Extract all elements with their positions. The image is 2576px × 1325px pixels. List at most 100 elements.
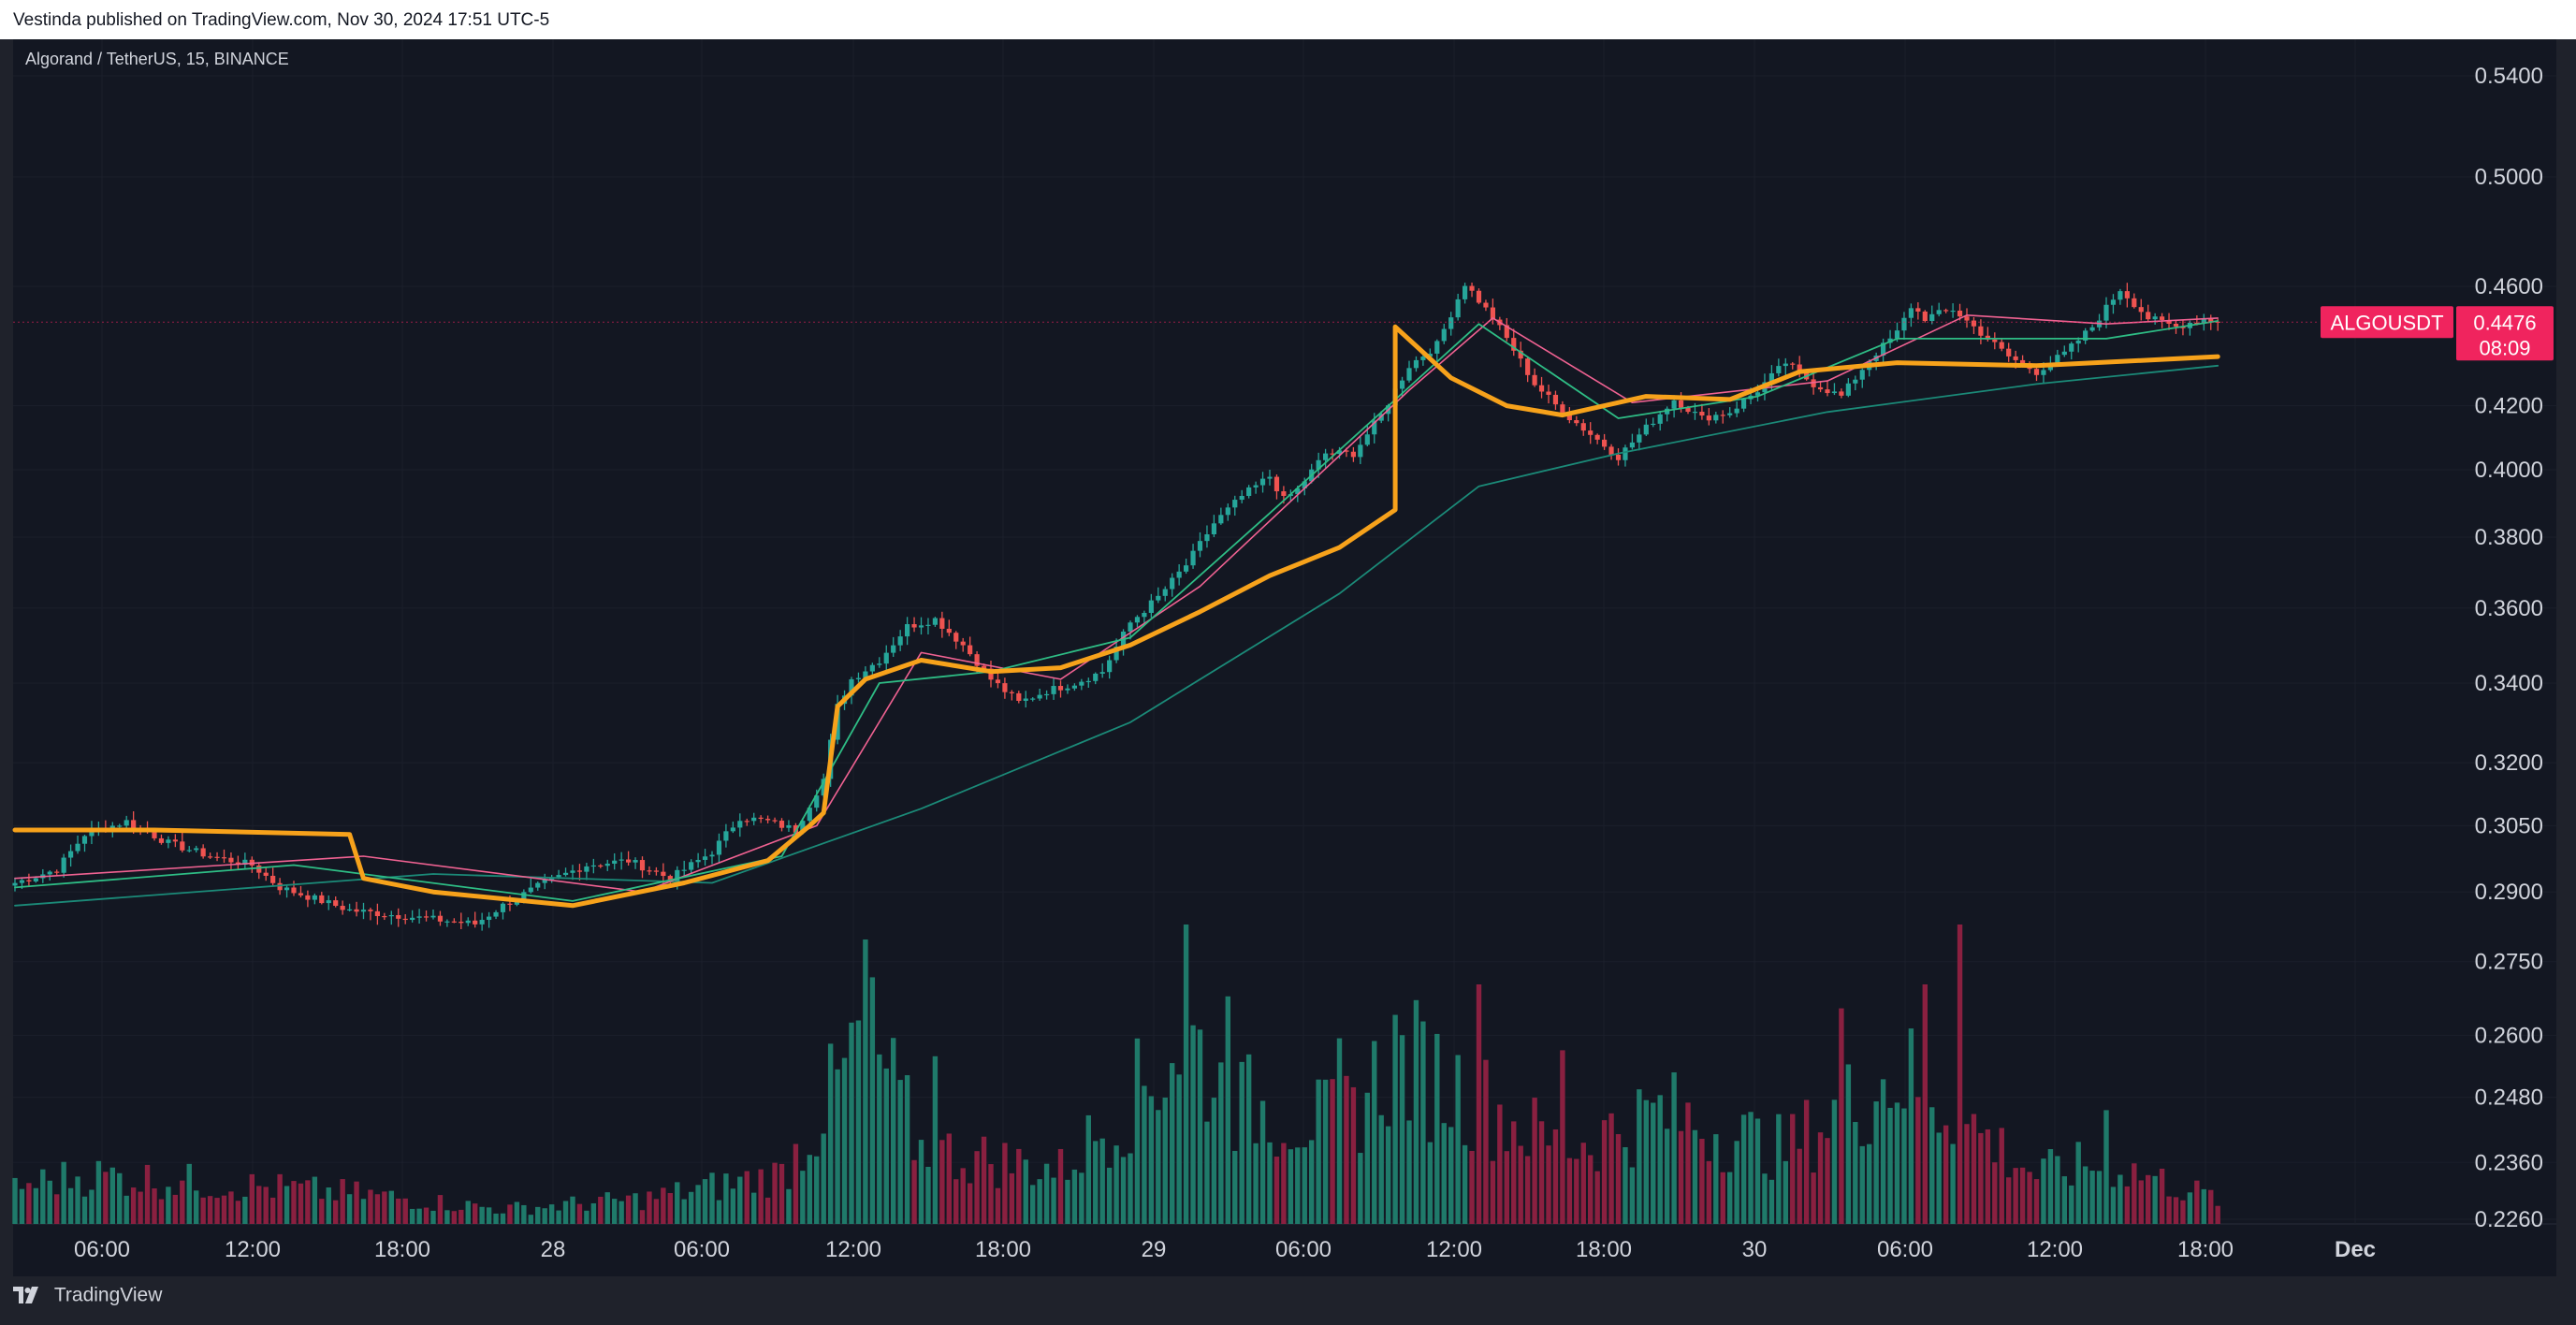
volume-bar: [981, 1136, 987, 1224]
candle-body: [2180, 326, 2186, 328]
volume-bar: [1839, 1008, 1844, 1224]
candle-body: [869, 664, 875, 672]
volume-bar: [1162, 1097, 1168, 1224]
candle-body: [891, 645, 896, 653]
candle-body: [981, 665, 987, 669]
candle-body: [779, 821, 785, 828]
price-axis[interactable]: 0.5400 0.5000 0.4600 0.4200 0.4000 0.3800 0.36…: [2475, 64, 2543, 1232]
volume-bar: [1476, 984, 1482, 1224]
time-axis[interactable]: 06:00 12:00 18:00 28 06:00 12:00 18:00 29 06:00 1…: [74, 1237, 2376, 1262]
volume-bar: [1950, 1143, 1956, 1224]
volume-bar: [869, 977, 876, 1224]
candle-body: [1825, 389, 1830, 394]
candle-body: [158, 837, 165, 843]
candle-body: [1344, 450, 1349, 452]
volume-bar: [1678, 1130, 1684, 1224]
volume-bar: [1120, 1157, 1127, 1224]
candle-body: [1992, 339, 1998, 342]
candle-body: [81, 836, 88, 844]
volume-bar: [590, 1202, 597, 1224]
candle-body: [1915, 308, 1921, 312]
volume-bar: [584, 1210, 589, 1224]
candle-body: [1741, 399, 1747, 409]
volume-bar: [953, 1179, 959, 1224]
volume-bar: [1880, 1079, 1886, 1224]
volume-bar: [1811, 1172, 1816, 1224]
candle-body: [995, 679, 1001, 684]
candle-body: [932, 618, 938, 625]
candle-body: [1518, 350, 1523, 359]
volume-bar: [556, 1210, 561, 1224]
candle-body: [12, 882, 18, 886]
time-tick-label: 06:00: [1275, 1237, 1332, 1262]
volume-bar: [1490, 1160, 1496, 1224]
price-tick-label: 0.2260: [2475, 1207, 2543, 1232]
volume-bar: [1853, 1122, 1858, 1224]
candle-body: [1727, 413, 1733, 415]
candle-body: [117, 825, 123, 827]
candle-body: [1699, 412, 1705, 416]
volume-bar: [1225, 996, 1230, 1224]
volume-bar: [1378, 1114, 1384, 1224]
candle-body: [1134, 617, 1141, 623]
volume-bar: [1532, 1098, 1537, 1224]
volume-bar: [1030, 1185, 1036, 1224]
candle-body: [2138, 307, 2144, 313]
volume-bar: [2096, 1171, 2103, 1224]
volume-bar: [451, 1211, 458, 1224]
tradingview-logo-icon: [13, 1287, 38, 1304]
volume-bar: [2132, 1163, 2137, 1224]
candle-body: [807, 808, 812, 822]
candle-body: [556, 875, 561, 878]
volume-bar: [619, 1201, 624, 1224]
volume-bar: [298, 1183, 304, 1224]
candle-body: [75, 843, 80, 852]
volume-bar: [444, 1210, 450, 1224]
time-tick-label: 30: [1742, 1237, 1768, 1262]
candle-body: [772, 820, 778, 822]
volume-bar: [1009, 1172, 1015, 1224]
volume-bar: [1364, 1092, 1370, 1224]
volume-bar: [2159, 1168, 2165, 1224]
candle-body: [1859, 370, 1865, 380]
volume-bar: [1085, 1114, 1091, 1224]
volume-bar: [1372, 1041, 1377, 1224]
price-tick-label: 0.3200: [2475, 750, 2543, 776]
candle-body: [1665, 408, 1670, 415]
candle-body: [430, 915, 436, 918]
volume-bar: [319, 1199, 325, 1224]
candle-body: [911, 624, 917, 628]
volume-bar: [2006, 1177, 2012, 1224]
candle-body: [604, 863, 610, 866]
candle-body: [925, 624, 931, 626]
volume-bar: [1267, 1142, 1273, 1224]
volume-bar: [911, 1159, 917, 1224]
candle-body: [1009, 692, 1014, 693]
volume-bar: [1817, 1132, 1824, 1224]
candle-body: [1950, 310, 1956, 313]
price-tick-label: 0.4600: [2475, 274, 2543, 299]
candle-body: [988, 668, 994, 680]
candle-body: [1768, 372, 1774, 383]
candle-body: [1316, 459, 1321, 470]
volume-bar: [152, 1188, 157, 1224]
price-chart[interactable]: 0.5400 0.5000 0.4600 0.4200 0.4000 0.3800 0.36…: [0, 39, 2576, 1284]
volume-bar: [109, 1167, 115, 1224]
candle-body: [1790, 363, 1796, 365]
candle-body: [2118, 291, 2123, 300]
volume-bar: [939, 1140, 945, 1224]
volume-bar: [1427, 1142, 1434, 1224]
candle-body: [2194, 322, 2200, 325]
volume-bar: [633, 1193, 638, 1224]
volume-bar: [388, 1190, 394, 1224]
candle-body: [1566, 415, 1572, 420]
candle-body: [54, 871, 60, 873]
candle-body: [939, 618, 945, 629]
volume-bar: [1176, 1074, 1182, 1224]
volume-bar: [1566, 1158, 1573, 1224]
volume-bar: [81, 1196, 88, 1224]
candle-body: [1099, 672, 1105, 674]
price-tick-label: 0.4200: [2475, 394, 2543, 419]
candle-body: [946, 628, 952, 633]
volume-bar: [409, 1208, 415, 1224]
